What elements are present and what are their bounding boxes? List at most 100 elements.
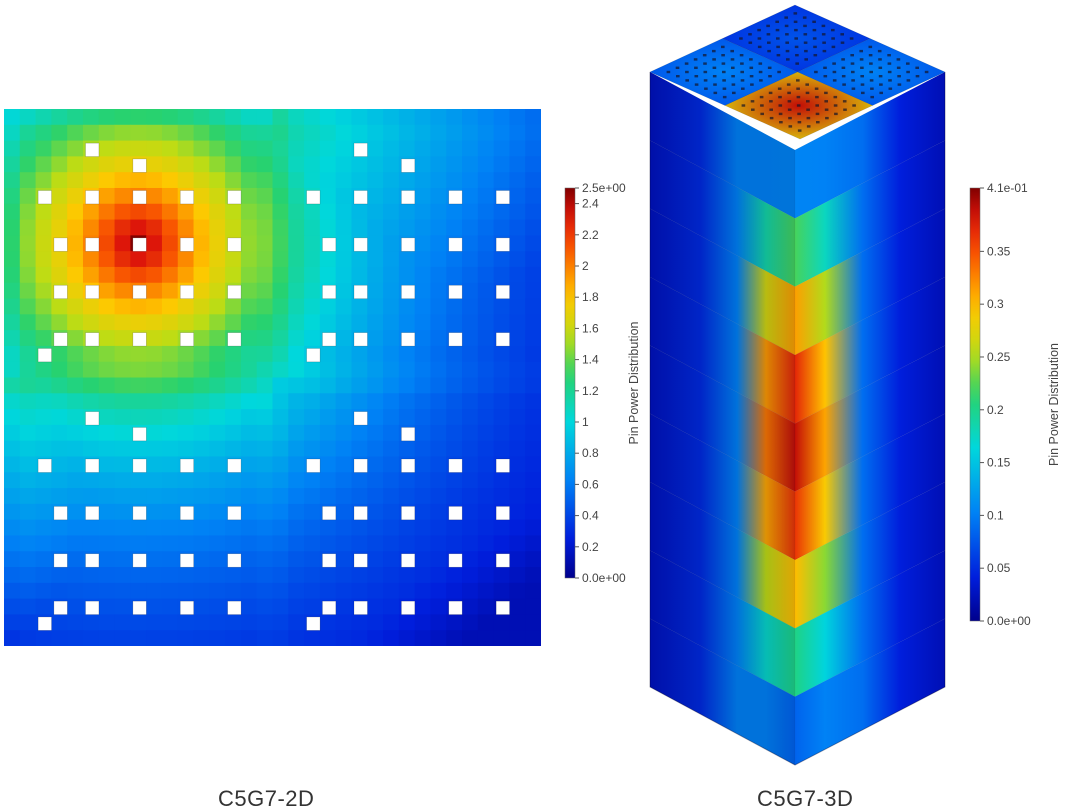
heatmap-cell bbox=[161, 298, 179, 315]
heatmap-cell bbox=[319, 630, 337, 646]
heatmap-cell bbox=[525, 614, 541, 631]
heatmap-cell bbox=[477, 440, 495, 458]
heatmap-cell bbox=[430, 377, 447, 394]
heatmap-cell bbox=[51, 187, 68, 205]
heatmap-cell bbox=[272, 330, 289, 347]
heatmap-cell bbox=[256, 630, 274, 646]
guide-tube bbox=[53, 553, 68, 568]
heatmap-cell bbox=[288, 472, 305, 489]
heatmap-cell bbox=[335, 630, 353, 646]
heatmap-cell bbox=[477, 235, 495, 252]
heatmap-cell bbox=[319, 519, 337, 537]
top-pin-dot bbox=[768, 91, 773, 95]
heatmap-cell bbox=[177, 361, 195, 379]
heatmap-cell bbox=[477, 361, 495, 379]
heatmap-cell bbox=[319, 298, 337, 315]
heatmap-cell bbox=[525, 314, 541, 331]
top-pin-dot bbox=[833, 104, 838, 107]
heatmap-cell bbox=[477, 124, 495, 142]
heatmap-cell bbox=[51, 251, 68, 268]
heatmap-cell bbox=[35, 535, 52, 552]
guide-tube bbox=[495, 553, 510, 568]
top-pin-dot bbox=[812, 20, 816, 23]
heatmap-cell bbox=[367, 140, 384, 157]
heatmap-cell bbox=[256, 345, 274, 363]
heatmap-cell bbox=[4, 156, 21, 173]
heatmap-cell bbox=[493, 140, 511, 157]
heatmap-cell bbox=[130, 124, 147, 142]
heatmap-cell bbox=[493, 519, 511, 537]
heatmap-cell bbox=[319, 187, 337, 205]
heatmap-cell bbox=[383, 630, 400, 646]
heatmap-cell bbox=[351, 424, 368, 442]
top-pin-dot bbox=[860, 83, 865, 86]
heatmap-cell bbox=[209, 503, 226, 521]
heatmap-cell bbox=[114, 156, 131, 173]
colorbar-tick-label: 1.4 bbox=[582, 353, 599, 367]
heatmap-cell bbox=[462, 156, 479, 173]
heatmap-cell bbox=[35, 598, 52, 616]
heatmap-cell bbox=[114, 361, 131, 379]
guide-tube bbox=[495, 190, 510, 205]
heatmap-cell bbox=[193, 582, 210, 600]
top-pin-dot bbox=[775, 28, 780, 32]
heatmap-cell bbox=[240, 503, 258, 521]
heatmap-cell bbox=[240, 219, 258, 236]
top-pin-dot bbox=[704, 87, 708, 90]
heatmap-cell bbox=[493, 219, 511, 236]
heatmap-cell bbox=[335, 614, 353, 631]
heatmap-cell bbox=[256, 109, 274, 126]
heatmap-cell bbox=[398, 298, 416, 315]
heatmap-cell bbox=[288, 172, 305, 189]
guide-tube bbox=[401, 190, 416, 205]
heatmap-cell bbox=[430, 409, 447, 426]
top-pin-dot bbox=[759, 79, 763, 82]
heatmap-cell bbox=[477, 393, 495, 410]
guide-tube bbox=[322, 332, 337, 347]
heatmap-cell bbox=[398, 172, 416, 189]
heatmap-cell bbox=[430, 598, 447, 616]
heatmap-cell bbox=[256, 235, 274, 252]
top-pin-dot bbox=[685, 79, 689, 82]
top-pin-dot bbox=[806, 125, 811, 128]
caption-2d: C5G7-2D bbox=[218, 786, 315, 811]
heatmap-cell bbox=[130, 219, 147, 236]
heatmap-cell bbox=[240, 409, 258, 426]
heatmap-cell bbox=[209, 219, 226, 236]
heatmap-cell bbox=[351, 124, 368, 142]
top-pin-dot bbox=[793, 20, 798, 23]
guide-tube bbox=[132, 158, 147, 173]
heatmap-cell bbox=[414, 393, 432, 410]
heatmap-cell bbox=[146, 472, 163, 489]
heatmap-cell bbox=[383, 345, 400, 363]
heatmap-cell bbox=[256, 393, 274, 410]
heatmap-cell bbox=[288, 582, 305, 600]
heatmap-cell bbox=[256, 124, 274, 142]
heatmap-cell bbox=[288, 203, 305, 221]
heatmap-cell bbox=[193, 377, 210, 394]
colorbar-tick-label: 1.2 bbox=[582, 384, 599, 398]
heatmap-cell bbox=[367, 203, 384, 221]
heatmap-cell bbox=[335, 330, 353, 347]
heatmap-cell bbox=[493, 361, 511, 379]
heatmap-cell bbox=[161, 488, 179, 505]
heatmap-cell bbox=[446, 440, 463, 458]
guide-tube bbox=[132, 284, 147, 299]
guide-tube bbox=[53, 284, 68, 299]
heatmap-cell bbox=[114, 598, 131, 616]
heatmap-cell bbox=[509, 282, 526, 300]
heatmap-cell bbox=[430, 251, 447, 268]
guide-tube bbox=[85, 411, 100, 426]
heatmap-cell bbox=[193, 440, 210, 458]
heatmap-cell bbox=[146, 393, 163, 410]
heatmap-cell bbox=[335, 203, 353, 221]
heatmap-cell bbox=[477, 282, 495, 300]
heatmap-cell bbox=[161, 109, 179, 126]
top-pin-dot bbox=[794, 45, 799, 49]
heatmap-cell bbox=[414, 409, 432, 426]
heatmap-cell bbox=[4, 187, 21, 205]
heatmap-cell bbox=[98, 140, 116, 157]
heatmap-cell bbox=[161, 567, 179, 584]
heatmap-cell bbox=[161, 440, 179, 458]
top-pin-dot bbox=[816, 121, 820, 124]
